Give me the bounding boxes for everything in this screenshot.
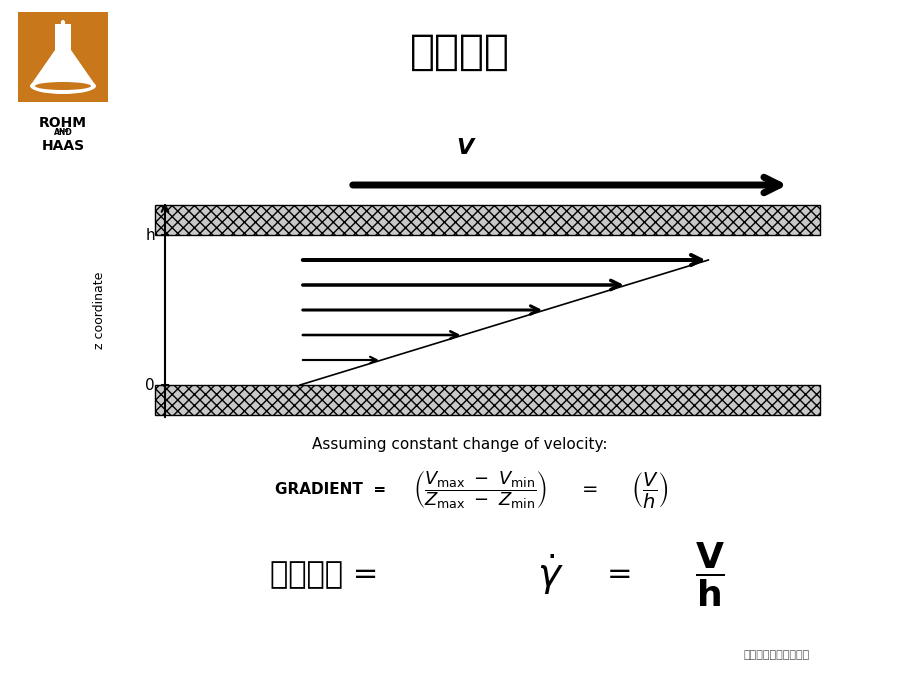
Ellipse shape [35, 82, 91, 90]
Ellipse shape [30, 78, 96, 94]
Text: $\dot{\gamma}$: $\dot{\gamma}$ [536, 553, 562, 598]
Text: AND: AND [53, 128, 73, 137]
Bar [154, 205, 819, 235]
Text: HAAS: HAAS [41, 139, 85, 153]
Polygon shape [30, 24, 96, 86]
Text: $\left(\dfrac{V}{h}\right)$: $\left(\dfrac{V}{h}\right)$ [630, 470, 668, 510]
Text: 0: 0 [145, 377, 154, 393]
Text: h: h [145, 228, 154, 242]
Text: =: = [607, 560, 632, 589]
Text: $\left(\dfrac{V_{\rm max}\ -\ V_{\rm min}}{Z_{\rm max}\ -\ Z_{\rm min}}\right)$: $\left(\dfrac{V_{\rm max}\ -\ V_{\rm min… [413, 469, 547, 511]
Text: =: = [581, 480, 597, 500]
Text: 剪切速率: 剪切速率 [410, 31, 509, 73]
Text: z coordinate: z coordinate [94, 271, 107, 348]
Text: ᵁᵃᴰ: ᵁᵃᴰ [57, 128, 69, 137]
Text: GRADIENT  =: GRADIENT = [275, 482, 386, 497]
Text: ROHM: ROHM [39, 116, 87, 130]
Text: V: V [456, 138, 473, 158]
Text: 罗门哈斯公司版权所有: 罗门哈斯公司版权所有 [743, 650, 809, 660]
Bar [154, 385, 819, 415]
Text: $\dfrac{\mathbf{V}}{\mathbf{h}}$: $\dfrac{\mathbf{V}}{\mathbf{h}}$ [694, 541, 724, 609]
Text: Assuming constant change of velocity:: Assuming constant change of velocity: [312, 437, 607, 453]
Bar [18, 12, 108, 102]
Text: 剪切速率 =: 剪切速率 = [269, 560, 378, 589]
